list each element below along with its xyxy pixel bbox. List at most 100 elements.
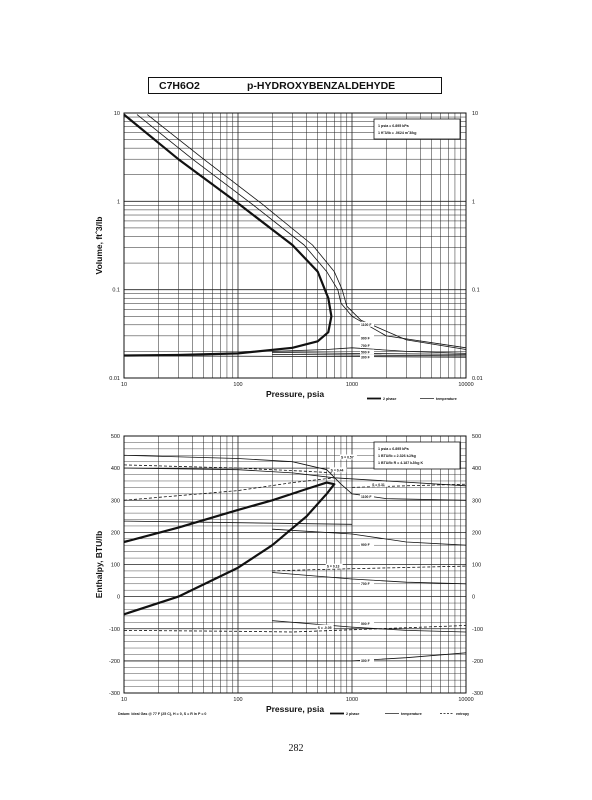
series-line-dashed [123,625,467,633]
x-tick-label: 100 [233,382,242,388]
y-tick-label-right: -200 [472,659,483,665]
isotherm-label: 1100 F [361,495,371,499]
y-axis-label: Volume, ftˆ3/lb [94,217,104,275]
y-tick-label-left: 0 [117,595,120,601]
isotherm-label: 1100 F [361,323,371,327]
x-axis-label: Pressure, psia [266,389,324,399]
entropy-label: S = 0.44 [331,468,344,472]
units-legend-box [373,441,461,470]
y-tick-label-left: 10 [114,111,120,117]
y-tick-label-left: 500 [111,434,120,440]
plot-frame [123,435,467,694]
series-line-thin [123,454,467,501]
y-tick-label-left: 200 [111,530,120,536]
y-tick-label-right: 1 [472,199,475,205]
isotherm-label-bg [360,354,375,360]
series-line-dashed [123,477,335,501]
entropy-label-bg [339,454,357,460]
isotherm-label-bg [360,494,375,500]
y-tick-label-right: 400 [472,466,481,472]
y-tick-label-right: -300 [472,691,483,697]
series-line-thin [272,354,467,357]
y-tick-label-right: 10 [472,111,478,117]
isotherm-label: 300 F [361,356,370,360]
isotherm-label-bg [360,620,375,626]
x-tick-label: 10 [121,697,127,703]
units-legend-line: 1 BTU/lb = 2.326 kJ/kg [378,454,416,458]
isotherm-label: 700 F [361,344,370,348]
compound-name: p-HYDROXYBENZALDEHYDE [247,80,396,92]
isotherm-label-bg [360,343,375,349]
y-tick-label-right: 0.01 [472,376,483,382]
x-tick-label: 10000 [458,382,473,388]
series-line-thin [123,520,353,525]
entropy-label: S = -0.05 [318,626,332,630]
y-tick-label-left: -200 [109,659,120,665]
y-tick-label-right: 0 [472,595,475,601]
y-tick-label-left: -300 [109,691,120,697]
series-line-thin [124,652,467,662]
isotherm-label-bg [360,542,375,548]
y-tick-label-left: 300 [111,498,120,504]
series-line-thin [136,114,467,349]
y-tick-label-right: 500 [472,434,481,440]
units-legend-line: 1 psia = 6.895 kPa [378,447,410,451]
series-line-dashed [123,464,335,474]
series-line-thin [147,114,467,350]
y-tick-label-left: 400 [111,466,120,472]
y-axis-label: Enthalpy, BTU/lb [94,531,104,598]
units-legend-box [373,118,461,140]
bottom-legend-label: temperature [401,712,422,716]
y-tick-label-right: 200 [472,530,481,536]
bottom-legend-label: temperature [436,397,457,401]
plot-frame [123,112,467,379]
series-line-thin [123,467,467,487]
isotherm-label-bg [360,335,375,341]
series-line-thin [272,352,467,355]
datum-footnote: Datum: Ideal Gas @ 77 F (25 C), H = 0, S… [118,712,206,716]
x-tick-label: 100 [233,697,242,703]
formula-label: C7H6O2 [159,80,200,92]
bottom-legend-label: entropy [456,712,469,716]
isotherm-label-bg [360,321,375,327]
x-tick-label: 10 [121,382,127,388]
series-line-thin [272,528,467,546]
y-tick-label-left: -100 [109,627,120,633]
x-axis-label: Pressure, psia [266,704,324,714]
y-tick-label-right: 100 [472,563,481,569]
series-line-thin [272,572,467,585]
isotherm-label: 300 F [361,659,370,663]
isotherm-label-bg [360,657,375,663]
series-line-thin [123,355,467,358]
isotherm-label-bg [360,580,375,586]
chart-title-box: C7H6O2 p-HYDROXYBENZALDEHYDE [148,77,442,94]
isotherm-label: 700 F [361,582,370,586]
x-tick-label: 1000 [346,697,358,703]
y-tick-label-left: 100 [111,563,120,569]
units-legend-line: 1 ftˆ3/lb = .0624 mˆ3/kg [378,131,416,135]
bottom-legend-label: 2 phase [346,712,359,716]
series-line-dashed [272,565,467,572]
series-line-dashed [351,483,467,488]
y-tick-label-right: 300 [472,498,481,504]
isotherm-label: 900 F [361,543,370,547]
series-line-thin [272,347,467,354]
series-line-two-phase [123,113,333,357]
entropy-label-bg [325,563,343,569]
x-tick-label: 1000 [346,382,358,388]
y-tick-label-right: 0.1 [472,288,480,294]
entropy-label: S = 0.13 [327,565,340,569]
y-tick-label-left: 0.1 [112,288,120,294]
entropy-label-bg [316,624,334,630]
page-number: 282 [288,743,304,754]
entropy-label: S = 0.57 [341,455,354,459]
bottom-legend-label: 2 phase [383,397,396,401]
x-tick-label: 10000 [458,697,473,703]
entropy-label-bg [329,467,347,473]
y-tick-label-left: 0.01 [109,376,120,382]
units-legend-line: 1 psia = 6.895 kPa [378,124,410,128]
isotherm-label: 500 F [361,350,370,354]
isotherm-label: 500 F [361,622,370,626]
series-line-two-phase [123,481,336,616]
